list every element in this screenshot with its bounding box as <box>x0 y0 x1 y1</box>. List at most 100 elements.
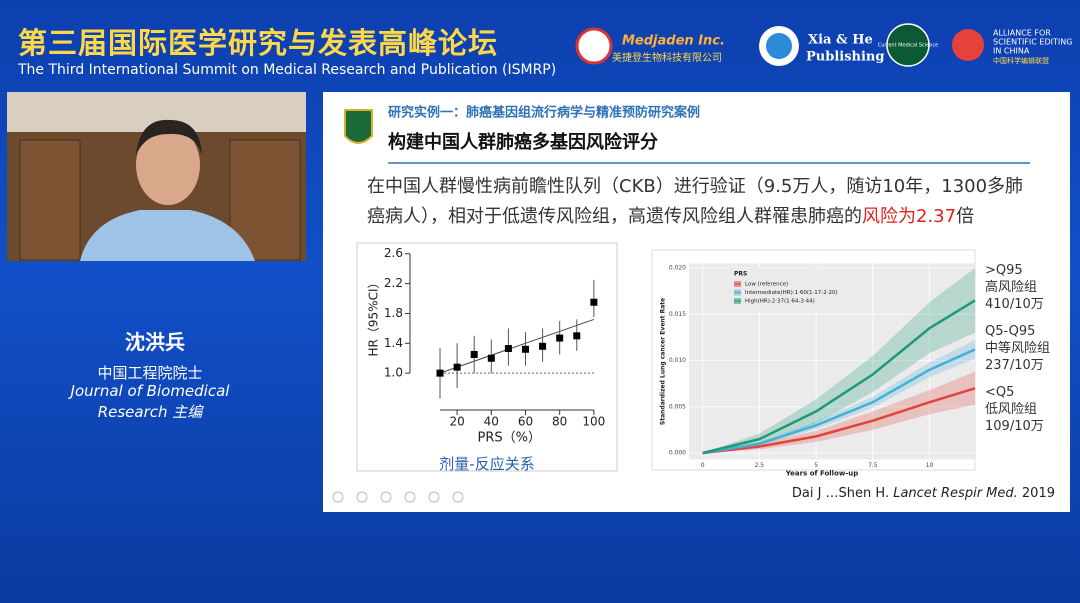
slide-title: 构建中国人群肺癌多基因风险评分 <box>388 131 658 153</box>
point <box>504 345 512 353</box>
line <box>702 387 976 455</box>
slide-logo <box>344 109 373 144</box>
toolbar-icon[interactable] <box>428 491 440 503</box>
logo-text: 中国科学编辑联盟 <box>993 56 1049 65</box>
body-highlight: 风险为2.37 <box>862 206 957 227</box>
logo-text: IN CHINA <box>993 47 1030 56</box>
logo-text: Current Medical Science <box>878 43 939 49</box>
point <box>521 345 529 353</box>
x-tick-label: 2.5 <box>755 462 765 469</box>
logo-medjaden <box>575 27 613 65</box>
x-tick-label: 7.5 <box>868 462 878 469</box>
x-tick-label: 40 <box>484 415 499 429</box>
point <box>453 363 461 371</box>
y-tick-label: 2.6 <box>384 246 403 260</box>
citation-journal: Lancet Respir Med. <box>893 486 1018 501</box>
logo-text: 美捷登生物科技有限公司 <box>612 51 722 64</box>
logo-alliance <box>952 29 984 61</box>
y-tick-label: 1.8 <box>384 306 403 320</box>
line <box>702 299 976 455</box>
side-rate: 237/10万 <box>985 358 1044 373</box>
side-group: >Q95 <box>985 263 1023 278</box>
slide-subtitle: 研究实例一：肺癌基因组流行病学与精准预防研究案例 <box>388 105 700 121</box>
x-tick-label: 20 <box>449 415 464 429</box>
y-tick-label: 0.015 <box>669 311 686 318</box>
logo-text: Medjaden Inc. <box>622 34 725 49</box>
side-name: 低风险组 <box>985 402 1038 417</box>
point <box>470 350 478 358</box>
video-cabinet <box>19 139 81 261</box>
x-axis-label: Years of Follow-up <box>785 470 859 478</box>
y-tick-label: 0.000 <box>669 450 686 457</box>
side-group: <Q5 低风险组 109/10万 <box>985 384 1050 435</box>
y-tick-label: 0.020 <box>669 265 686 272</box>
side-name: 高风险组 <box>985 280 1038 295</box>
side-group: >Q95 高风险组 410/10万 <box>985 262 1050 313</box>
point <box>539 342 547 350</box>
side-group: Q5-Q95 中等风险组 237/10万 <box>985 323 1050 374</box>
toolbar-icon[interactable] <box>332 491 344 503</box>
speaker-role: 中国工程院院士 <box>97 364 203 382</box>
toolbar <box>332 491 464 503</box>
y-axis-label: HR（95%CI） <box>367 277 381 357</box>
side-labels: >Q95 高风险组 410/10万 Q5-Q95 中等风险组 237/10万 <Q5 低风险组… <box>985 262 1050 445</box>
logo-text: ALLIANCE FOR <box>993 29 1051 38</box>
point <box>436 369 444 377</box>
trend-line <box>439 318 595 374</box>
point <box>590 298 598 306</box>
side-name: 中等风险组 <box>985 341 1051 356</box>
y-tick-label: 0.010 <box>669 357 686 364</box>
side-rate: 410/10万 <box>985 297 1044 312</box>
citation-authors: Dai J …Shen H. <box>791 486 894 501</box>
line <box>702 348 976 455</box>
toolbar-icon[interactable] <box>356 491 368 503</box>
side-rate: 109/10万 <box>985 419 1044 434</box>
body-text: 在中国人群慢性病前瞻性队列（CKB）进行验证（9.5万人，随访10年，1300多… <box>367 176 1024 227</box>
x-tick-label: 100 <box>582 415 605 429</box>
legend-label: Intermediate(HR):1·60(1·17-2·20) <box>745 290 838 296</box>
logo-xiahe-inner <box>766 33 792 59</box>
speaker-journal: Research 主编 <box>97 403 203 421</box>
legend-label: Low (reference) <box>745 282 788 288</box>
video-person-body <box>80 210 255 261</box>
chart-caption: 剂量-反应关系 <box>439 455 535 473</box>
logo-text: Xia & He <box>808 33 873 48</box>
y-tick-label: 2.2 <box>384 276 403 290</box>
speaker-name: 沈洪兵 <box>125 330 185 354</box>
x-tick-label: 0 <box>701 462 705 469</box>
slide-body: 在中国人群慢性病前瞻性队列（CKB）进行验证（9.5万人，随访10年，1300多… <box>367 172 1037 232</box>
legend-label: High(HR):2·37(1·64-3·44) <box>745 299 815 305</box>
x-tick-label: 80 <box>552 415 567 429</box>
y-tick-label: 1.0 <box>384 366 403 380</box>
toolbar-icon[interactable] <box>452 491 464 503</box>
side-group: <Q5 <box>985 385 1015 400</box>
video-person-hair <box>136 119 202 155</box>
x-tick-label: 5 <box>814 462 818 469</box>
legend-title: PRS <box>734 271 747 278</box>
x-tick-label: 60 <box>518 415 533 429</box>
point <box>573 332 581 340</box>
title-cn: 第三届国际医学研究与发表高峰论坛 <box>18 26 499 60</box>
video-person-head <box>136 125 200 205</box>
confidence-band <box>702 371 975 454</box>
legend-box <box>728 268 818 310</box>
body-text: 倍 <box>956 206 975 227</box>
toolbar-icon[interactable] <box>380 491 392 503</box>
y-tick-label: 0.005 <box>669 403 686 410</box>
y-tick-label: 1.4 <box>384 336 403 350</box>
y-axis-label: Standardized Lung cancer Event Rate <box>660 298 667 425</box>
title-en: The Third International Summit on Medica… <box>18 62 557 78</box>
logo-text: SCIENTIFIC EDITING <box>993 38 1072 47</box>
speaker-journal: Journal of Biomedical <box>70 382 230 400</box>
x-axis-label: PRS（%） <box>478 431 541 446</box>
point <box>487 354 495 362</box>
citation: Dai J …Shen H. Lancet Respir Med. 2019 <box>792 486 1055 501</box>
point <box>556 334 564 342</box>
logo-cms <box>886 23 930 67</box>
citation-year: 2019 <box>1017 486 1055 501</box>
x-tick-label: 10 <box>926 462 934 469</box>
logo-text: Publishing <box>806 50 884 65</box>
toolbar-icon[interactable] <box>404 491 416 503</box>
